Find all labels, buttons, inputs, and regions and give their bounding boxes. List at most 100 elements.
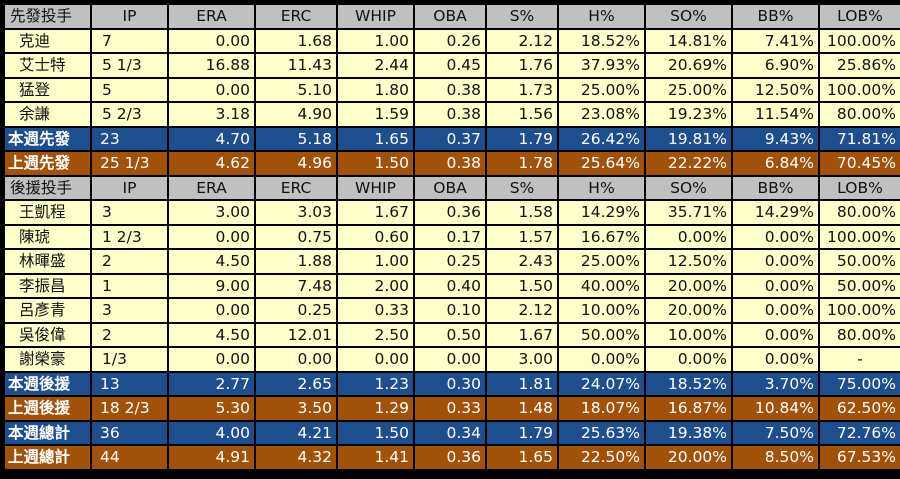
totals-this-week-row: 本週總計 36 4.00 4.21 1.50 0.34 1.79 25.63% 19.38% 7.… (5, 421, 900, 444)
cell-pitcher-name: 克迪 (5, 29, 90, 52)
cell-pitcher-name: 本週後援 (5, 372, 90, 395)
cell-oba: 0.00 (415, 348, 485, 371)
cell-pitcher-name: 上週後援 (5, 397, 90, 420)
cell-whip: 1.50 (338, 421, 413, 444)
cell-ip: 7 (92, 29, 167, 52)
cell-era: 5.30 (169, 397, 254, 420)
cell-erc: 0.00 (256, 348, 336, 371)
cell-erc: 12.01 (256, 323, 336, 346)
cell-ip: 5 (92, 78, 167, 101)
reliever-row: 林暉盛 2 4.50 1.88 1.00 0.25 2.43 25.00% 12.50% 0.00… (5, 250, 900, 273)
header-s-pct: S% (487, 176, 557, 199)
cell-erc: 4.96 (256, 152, 336, 175)
cell-lob-pct: 80.00% (820, 323, 900, 346)
header-s-pct: S% (487, 5, 557, 28)
cell-lob-pct: 100.00% (820, 299, 900, 322)
cell-whip: 2.50 (338, 323, 413, 346)
cell-s-pct: 1.73 (487, 78, 557, 101)
cell-era: 3.00 (169, 201, 254, 224)
cell-pitcher-name: 上週先發 (5, 152, 90, 175)
cell-ip: 5 2/3 (92, 103, 167, 126)
header-erc: ERC (256, 5, 336, 28)
cell-pitcher-name: 余謙 (5, 103, 90, 126)
cell-lob-pct: 100.00% (820, 29, 900, 52)
stats-body: 先發投手 IP ERA ERC WHIP OBA S% H% SO% BB% LOB% 克迪 7 0.00… (5, 5, 900, 469)
cell-era: 4.50 (169, 323, 254, 346)
header-ip: IP (92, 5, 167, 28)
header-so-pct: SO% (646, 176, 731, 199)
cell-whip: 1.41 (338, 446, 413, 469)
cell-bb-pct: 0.00% (733, 348, 818, 371)
header-erc: ERC (256, 176, 336, 199)
cell-ip: 3 (92, 201, 167, 224)
header-whip: WHIP (338, 176, 413, 199)
cell-pitcher-name: 林暉盛 (5, 250, 90, 273)
starter-row: 克迪 7 0.00 1.68 1.00 0.26 2.12 18.52% 14.81% 7.41%… (5, 29, 900, 52)
cell-whip: 1.65 (338, 127, 413, 150)
cell-era: 0.00 (169, 29, 254, 52)
cell-lob-pct: 100.00% (820, 225, 900, 248)
cell-oba: 0.33 (415, 397, 485, 420)
cell-whip: 1.50 (338, 152, 413, 175)
cell-h-pct: 25.64% (559, 152, 644, 175)
cell-oba: 0.25 (415, 250, 485, 273)
cell-bb-pct: 12.50% (733, 78, 818, 101)
cell-whip: 0.33 (338, 299, 413, 322)
cell-lob-pct: 62.50% (820, 397, 900, 420)
cell-s-pct: 1.67 (487, 323, 557, 346)
cell-h-pct: 22.50% (559, 446, 644, 469)
starters-header-row: 先發投手 IP ERA ERC WHIP OBA S% H% SO% BB% LOB% (5, 5, 900, 28)
cell-erc: 1.68 (256, 29, 336, 52)
cell-s-pct: 1.48 (487, 397, 557, 420)
reliever-row: 李振昌 1 9.00 7.48 2.00 0.40 1.50 40.00% 20.00% 0.00… (5, 274, 900, 297)
cell-whip: 1.00 (338, 250, 413, 273)
cell-pitcher-name: 李振昌 (5, 274, 90, 297)
cell-oba: 0.50 (415, 323, 485, 346)
cell-erc: 4.21 (256, 421, 336, 444)
reliever-row: 呂彥青 3 0.00 0.25 0.33 0.10 2.12 10.00% 20.00% 0.00… (5, 299, 900, 322)
header-oba: OBA (415, 5, 485, 28)
cell-ip: 1 (92, 274, 167, 297)
cell-oba: 0.40 (415, 274, 485, 297)
cell-erc: 4.32 (256, 446, 336, 469)
cell-ip: 2 (92, 250, 167, 273)
cell-oba: 0.10 (415, 299, 485, 322)
cell-h-pct: 14.29% (559, 201, 644, 224)
cell-pitcher-name: 本週總計 (5, 421, 90, 444)
cell-so-pct: 20.00% (646, 299, 731, 322)
cell-era: 0.00 (169, 78, 254, 101)
cell-whip: 2.00 (338, 274, 413, 297)
cell-bb-pct: 6.90% (733, 54, 818, 77)
cell-s-pct: 2.12 (487, 299, 557, 322)
cell-s-pct: 3.00 (487, 348, 557, 371)
cell-oba: 0.38 (415, 78, 485, 101)
header-lob-pct: LOB% (820, 176, 900, 199)
cell-whip: 0.60 (338, 225, 413, 248)
cell-erc: 0.75 (256, 225, 336, 248)
cell-ip: 3 (92, 299, 167, 322)
cell-h-pct: 10.00% (559, 299, 644, 322)
cell-oba: 0.30 (415, 372, 485, 395)
header-h-pct: H% (559, 176, 644, 199)
cell-s-pct: 1.56 (487, 103, 557, 126)
cell-ip: 1 2/3 (92, 225, 167, 248)
cell-ip: 2 (92, 323, 167, 346)
cell-lob-pct: - (820, 348, 900, 371)
cell-lob-pct: 75.00% (820, 372, 900, 395)
cell-lob-pct: 50.00% (820, 250, 900, 273)
cell-lob-pct: 100.00% (820, 78, 900, 101)
cell-s-pct: 1.50 (487, 274, 557, 297)
cell-ip: 25 1/3 (92, 152, 167, 175)
cell-erc: 5.10 (256, 78, 336, 101)
cell-lob-pct: 70.45% (820, 152, 900, 175)
pitching-stats-panel: 先發投手 IP ERA ERC WHIP OBA S% H% SO% BB% LOB% 克迪 7 0.00… (3, 3, 900, 475)
cell-whip: 1.80 (338, 78, 413, 101)
cell-era: 0.00 (169, 225, 254, 248)
cell-pitcher-name: 陳琥 (5, 225, 90, 248)
cell-h-pct: 40.00% (559, 274, 644, 297)
header-era: ERA (169, 176, 254, 199)
cell-era: 16.88 (169, 54, 254, 77)
starter-row: 艾士特 5 1/3 16.88 11.43 2.44 0.45 1.76 37.93% 20.6… (5, 54, 900, 77)
cell-so-pct: 19.38% (646, 421, 731, 444)
reliever-row: 吳俊偉 2 4.50 12.01 2.50 0.50 1.67 50.00% 10.00% 0.0… (5, 323, 900, 346)
